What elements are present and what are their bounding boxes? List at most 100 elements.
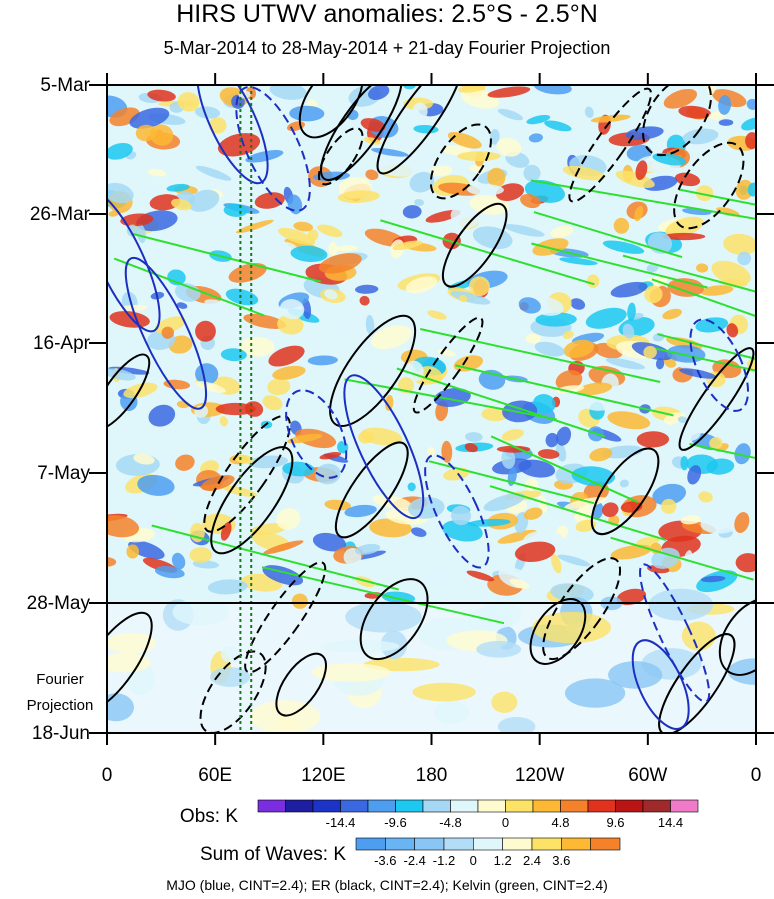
colorbar-swatch <box>590 837 621 851</box>
projection-blob <box>172 598 228 626</box>
anomaly-blob <box>586 274 600 288</box>
anomaly-blob <box>625 126 664 140</box>
anomaly-blob <box>643 345 657 359</box>
anomaly-blob <box>176 302 188 309</box>
anomaly-blob <box>355 284 379 294</box>
y-tick-label: 18-Jun <box>32 723 90 744</box>
anomaly-blob <box>559 257 598 266</box>
y-tick-label: 26-Mar <box>30 204 91 225</box>
anomaly-blob <box>585 307 627 329</box>
kelvin-contour <box>489 485 667 542</box>
anomaly-blob <box>188 189 220 212</box>
x-tick-label: 120E <box>301 765 345 786</box>
anomaly-blob <box>533 85 572 95</box>
kelvin-contour <box>344 378 557 421</box>
anomaly-blob <box>562 330 574 340</box>
anomaly-blob <box>324 289 338 300</box>
anomaly-blob <box>319 253 362 274</box>
anomaly-blob <box>120 213 154 227</box>
anomaly-blob <box>171 552 186 570</box>
colorbar-swatch <box>414 837 445 851</box>
anomaly-blob <box>700 575 726 583</box>
anomaly-blob <box>538 495 548 513</box>
colorbar-swatch <box>285 799 314 813</box>
anomaly-blob <box>293 221 314 232</box>
colorbar-tick-label: -9.6 <box>384 815 406 830</box>
anomaly-blob <box>602 502 619 517</box>
axes: 0 60E 120E 180 120W 60W 0 5-Mar 26-Mar 16-Apr 7-Ma… <box>27 73 774 786</box>
anomaly-blob <box>509 578 530 589</box>
anomaly-blob <box>514 541 556 563</box>
colorbar-tick-label: 3.6 <box>552 853 570 868</box>
kelvin-contour <box>396 367 606 438</box>
anomaly-blob <box>441 440 453 463</box>
anomaly-blob <box>656 112 669 124</box>
er-contour <box>412 316 484 414</box>
er-contour <box>590 447 660 536</box>
anomaly-blob <box>194 106 221 119</box>
anomaly-blob <box>550 225 574 238</box>
mjo-contour <box>124 256 208 410</box>
kelvin-contour <box>655 347 756 372</box>
anomaly-blob <box>634 205 644 222</box>
anomaly-blob <box>239 336 275 357</box>
colorbar-swatch <box>505 799 534 813</box>
kelvin-contour <box>657 333 756 360</box>
anomaly-blob <box>360 427 403 446</box>
anomaly-blob <box>243 313 287 329</box>
anomaly-blob <box>544 120 572 132</box>
anomaly-blob <box>154 316 186 334</box>
anomaly-blob <box>734 512 750 533</box>
mjo-contour <box>343 374 425 520</box>
anomaly-blob <box>619 479 629 488</box>
anomaly-blob <box>301 140 314 146</box>
er-contour <box>529 598 587 665</box>
y-tick-label: 16-Apr <box>33 333 91 354</box>
er-contour <box>244 561 327 674</box>
anomaly-blob <box>195 320 216 342</box>
anomaly-blob <box>576 382 613 396</box>
anomaly-blob <box>550 583 594 603</box>
er-contour <box>210 446 294 555</box>
anomaly-blob <box>319 452 342 460</box>
colorbar-tick-label: -3.6 <box>374 853 396 868</box>
anomaly-blob <box>163 379 191 390</box>
anomaly-blob <box>414 199 425 206</box>
anomaly-blob <box>700 285 734 296</box>
anomaly-blob <box>129 107 170 129</box>
x-tick-label: 180 <box>416 765 448 786</box>
colorbar-swatch <box>642 799 671 813</box>
projection-blob <box>250 700 321 733</box>
anomaly-blob <box>615 170 655 188</box>
anomaly-blob <box>324 499 351 511</box>
mjo-contour <box>285 389 348 479</box>
anomaly-blob <box>231 94 245 109</box>
kelvin-contour <box>490 435 639 504</box>
colorbar-tick-label: 2.4 <box>523 853 541 868</box>
anomaly-blob <box>605 357 645 370</box>
anomaly-blob <box>161 326 174 339</box>
anomaly-blob <box>107 182 134 204</box>
colorbar-tick-label: -4.8 <box>439 815 461 830</box>
anomaly-blob <box>133 453 155 465</box>
er-contour <box>429 123 492 200</box>
anomaly-blob <box>528 133 543 143</box>
anomaly-blob <box>501 448 516 469</box>
mjo-contour <box>107 189 161 333</box>
anomaly-blob <box>661 498 677 514</box>
anomaly-blob <box>551 554 562 574</box>
colorbar-tick-label: -2.4 <box>403 853 425 868</box>
anomaly-blob <box>175 454 195 471</box>
anomaly-blob <box>698 491 713 503</box>
projection-blob <box>565 678 626 708</box>
colorbar-swatch <box>385 837 415 851</box>
colorbar-swatch <box>502 837 533 851</box>
y-tick-label: 7-May <box>37 463 90 484</box>
anomaly-blob <box>307 355 338 366</box>
anomaly-blob <box>718 95 732 115</box>
colorbar-swatch <box>561 837 591 851</box>
anomaly-blob <box>700 513 741 534</box>
anomaly-blob <box>412 102 428 120</box>
anomaly-blob <box>149 194 181 211</box>
anomaly-blob <box>354 543 381 555</box>
